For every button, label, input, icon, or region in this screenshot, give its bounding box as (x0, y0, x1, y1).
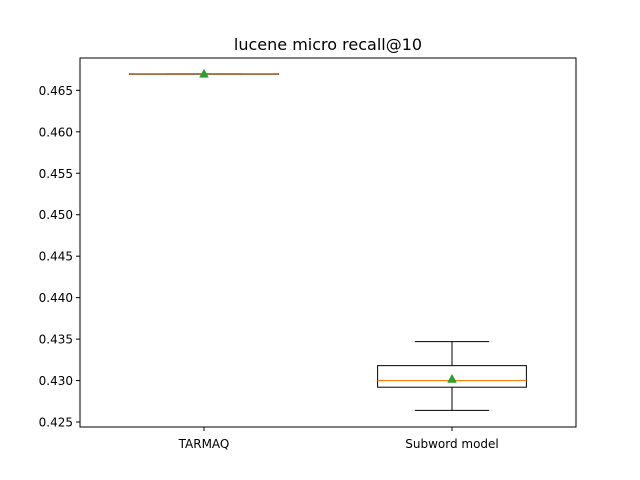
y-tick-label: 0.440 (39, 291, 73, 305)
x-tick-label: TARMAQ (178, 437, 230, 451)
y-tick-label: 0.450 (39, 208, 73, 222)
y-tick-label: 0.445 (39, 250, 73, 264)
boxes (129, 68, 527, 411)
plot-frame (79, 57, 577, 428)
box-1 (377, 341, 527, 411)
y-axis: 0.425 0.430 0.435 0.440 0.445 0.450 0.455 0.460… (39, 84, 80, 430)
x-tick-label: Subword model (405, 437, 499, 451)
x-axis: TARMAQ Subword model (178, 427, 499, 451)
y-tick-label: 0.455 (39, 167, 73, 181)
y-tick-label: 0.460 (39, 125, 73, 139)
mean-marker (199, 68, 209, 78)
y-tick-label: 0.435 (39, 333, 73, 347)
chart-title: lucene micro recall@10 (234, 35, 422, 54)
box-iqr (377, 365, 527, 388)
y-tick-label: 0.430 (39, 374, 73, 388)
y-tick-label: 0.425 (39, 416, 73, 430)
box-0 (129, 68, 279, 78)
mean-marker (447, 373, 457, 383)
y-tick-label: 0.465 (39, 84, 73, 98)
